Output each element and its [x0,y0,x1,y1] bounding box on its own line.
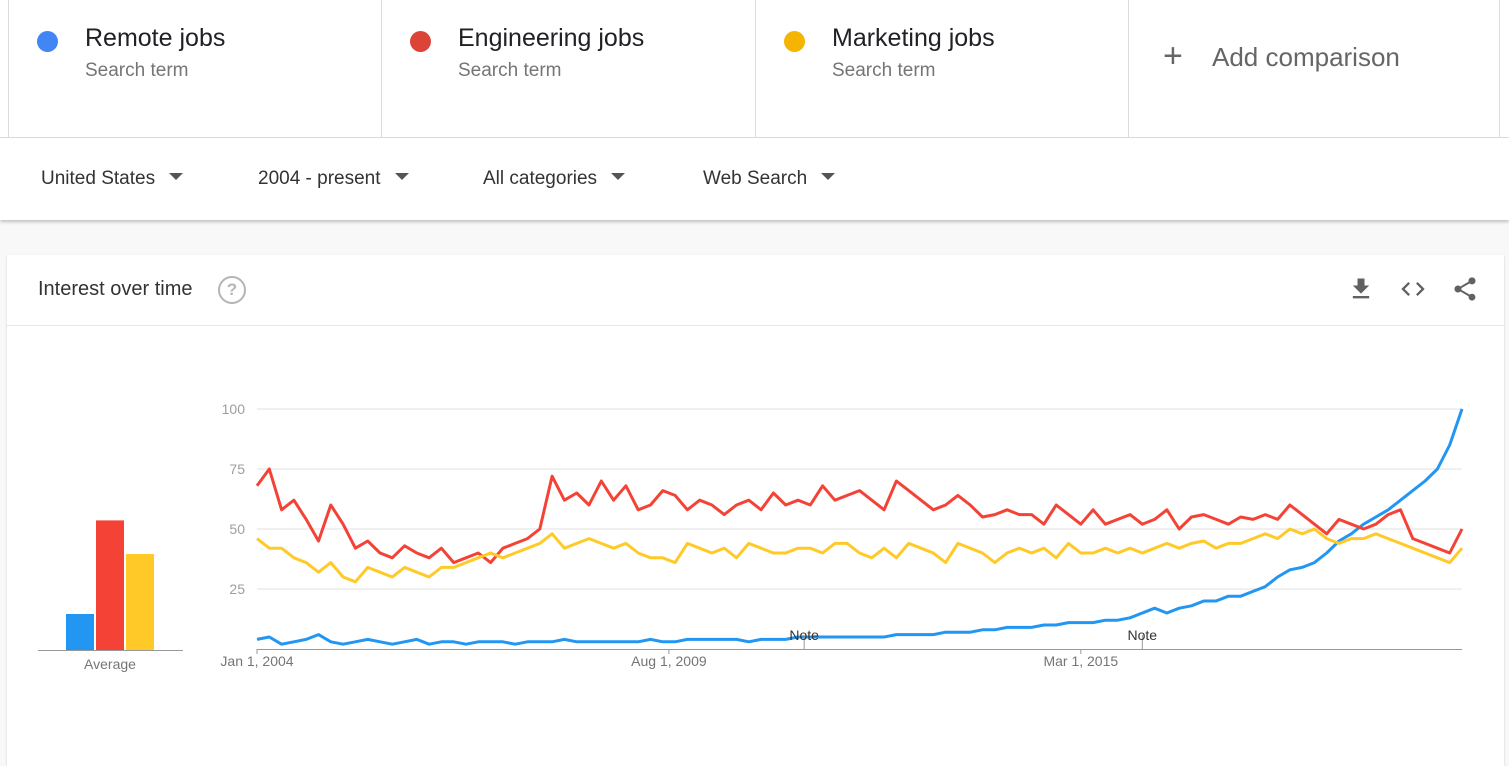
x-tick-label: Aug 1, 2009 [631,653,707,669]
y-tick-label: 75 [229,461,245,477]
comparison-bar: Remote jobs Search term Engineering jobs… [0,0,1509,138]
series-line [256,408,1464,646]
term-subtitle: Search term [458,60,562,81]
note-annotation: Note [1128,627,1158,643]
caret-down-icon [821,173,836,181]
y-tick-label: 25 [229,581,245,597]
series-color-dot [784,31,805,52]
interest-over-time-card: Interest over time ? Average 25 50 75 100 Ja… [7,255,1504,766]
caret-down-icon [169,173,184,181]
term-subtitle: Search term [85,60,189,81]
term-card-remote-jobs[interactable]: Remote jobs Search term [8,0,382,137]
term-label[interactable]: Remote jobs [85,24,226,52]
x-tick-label: Mar 1, 2015 [1043,653,1118,669]
help-icon[interactable]: ? [218,276,246,304]
region-dropdown-label: United States [41,168,156,189]
interest-line-chart: 25 50 75 100 Jan 1, 2004 Aug 1, 2009 Mar 1, 20… [220,401,1464,669]
term-label[interactable]: Marketing jobs [832,24,995,52]
series-color-dot [410,31,431,52]
y-tick-label: 50 [229,521,245,537]
search-property-dropdown[interactable]: Web Search [703,168,836,190]
average-bar [96,520,124,650]
series-color-dot [37,31,58,52]
term-card-engineering-jobs[interactable]: Engineering jobs Search term [381,0,755,137]
series-line [255,467,1464,565]
caret-down-icon [394,173,409,181]
y-tick-label: 100 [222,401,246,417]
add-comparison-button[interactable]: + Add comparison [1128,0,1500,137]
average-bar-chart: Average [38,520,183,672]
average-bar [66,614,94,650]
time-range-dropdown-label: 2004 - present [258,168,381,189]
add-comparison-label: Add comparison [1212,42,1400,72]
search-property-dropdown-label: Web Search [703,168,808,189]
average-label: Average [84,656,136,672]
download-icon[interactable] [1347,275,1375,303]
average-bar [126,554,154,650]
region-dropdown[interactable]: United States [41,168,184,190]
category-dropdown[interactable]: All categories [483,168,626,190]
category-dropdown-label: All categories [483,168,598,189]
x-tick-label: Jan 1, 2004 [220,653,293,669]
filter-bar: United States 2004 - present All categor… [0,138,1509,220]
term-label[interactable]: Engineering jobs [458,24,645,52]
plus-icon: + [1163,37,1183,75]
term-card-marketing-jobs[interactable]: Marketing jobs Search term [755,0,1129,137]
share-icon[interactable] [1451,275,1479,303]
card-header: Interest over time ? [7,255,1504,326]
term-subtitle: Search term [832,60,936,81]
card-title: Interest over time [38,278,193,300]
series-line [256,527,1464,584]
embed-code-icon[interactable] [1399,275,1427,303]
note-annotation: Note [789,627,819,643]
time-range-dropdown[interactable]: 2004 - present [258,168,409,190]
caret-down-icon [611,173,626,181]
